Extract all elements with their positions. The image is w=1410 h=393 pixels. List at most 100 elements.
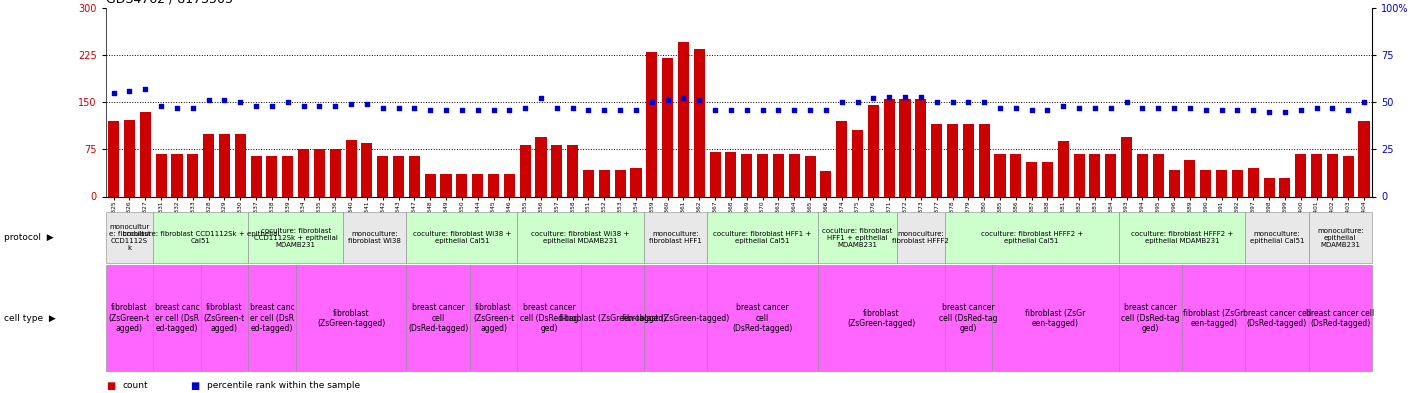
Bar	[314, 149, 324, 196]
Bar	[567, 145, 578, 196]
Bar	[599, 170, 611, 196]
Point	[340, 101, 362, 107]
Text: protocol  ▶: protocol ▶	[4, 233, 54, 242]
Bar	[234, 134, 245, 196]
Bar	[1342, 156, 1354, 196]
Text: fibroblast
(ZsGreen-t
agged): fibroblast (ZsGreen-t agged)	[109, 303, 149, 333]
Bar	[330, 149, 341, 196]
Bar	[298, 149, 309, 196]
Bar	[1011, 154, 1021, 196]
Point	[577, 107, 599, 113]
Text: breast cancer cell
(DsRed-tagged): breast cancer cell (DsRed-tagged)	[1306, 309, 1375, 328]
Point	[1067, 105, 1090, 111]
Bar	[1136, 154, 1148, 196]
Bar	[1153, 154, 1163, 196]
Bar	[345, 140, 357, 196]
Point	[846, 99, 869, 105]
Bar	[457, 174, 467, 196]
Point	[909, 94, 932, 100]
Point	[1289, 107, 1311, 113]
Bar	[1327, 154, 1338, 196]
Bar	[488, 174, 499, 196]
Bar	[472, 174, 484, 196]
Point	[815, 107, 838, 113]
Point	[1210, 107, 1232, 113]
Bar	[884, 99, 895, 196]
Point	[498, 107, 520, 113]
Point	[1194, 107, 1217, 113]
Point	[1084, 105, 1107, 111]
Text: monocultur
e: fibroblast
CCD1112S
k: monocultur e: fibroblast CCD1112S k	[109, 224, 151, 251]
Bar	[821, 171, 832, 196]
Bar	[773, 154, 784, 196]
Text: percentile rank within the sample: percentile rank within the sample	[207, 382, 361, 390]
Text: breast cancer
cell (DsRed-tag
ged): breast cancer cell (DsRed-tag ged)	[520, 303, 578, 333]
Bar	[709, 152, 721, 196]
Bar	[251, 156, 262, 196]
Point	[988, 105, 1011, 111]
Text: coculture: fibroblast Wi38 +
epithelial Cal51: coculture: fibroblast Wi38 + epithelial …	[413, 231, 510, 244]
Point	[1227, 107, 1249, 113]
Point	[688, 97, 711, 103]
Bar	[979, 124, 990, 196]
Point	[1258, 108, 1280, 115]
Point	[482, 107, 505, 113]
Text: monoculture:
epithelial
MDAMB231: monoculture: epithelial MDAMB231	[1317, 228, 1363, 248]
Point	[719, 107, 742, 113]
Bar	[931, 124, 942, 196]
Bar	[266, 156, 278, 196]
Bar	[172, 154, 182, 196]
Bar	[694, 49, 705, 196]
Text: coculture: fibroblast HFFF2 +
epithelial MDAMB231: coculture: fibroblast HFFF2 + epithelial…	[1131, 231, 1234, 244]
Bar	[1279, 178, 1290, 196]
Text: fibroblast (ZsGreen-tagged): fibroblast (ZsGreen-tagged)	[622, 314, 729, 323]
Bar	[805, 156, 815, 196]
Bar	[1026, 162, 1038, 196]
Bar	[1200, 170, 1211, 196]
Point	[388, 105, 410, 111]
Bar	[1232, 170, 1244, 196]
Text: breast cancer
cell (DsRed-tag
ged): breast cancer cell (DsRed-tag ged)	[939, 303, 998, 333]
Bar	[663, 58, 673, 196]
Text: breast canc
er cell (DsR
ed-tagged): breast canc er cell (DsR ed-tagged)	[155, 303, 199, 333]
Bar	[393, 156, 405, 196]
Point	[1052, 103, 1074, 109]
Text: fibroblast
(ZsGreen-tagged): fibroblast (ZsGreen-tagged)	[317, 309, 385, 328]
Bar	[582, 170, 594, 196]
Point	[1131, 105, 1153, 111]
Text: fibroblast
(ZsGreen-t
agged): fibroblast (ZsGreen-t agged)	[204, 303, 245, 333]
Point	[182, 105, 204, 111]
Bar	[520, 145, 530, 196]
Bar	[1058, 141, 1069, 196]
Bar	[424, 174, 436, 196]
Bar	[994, 154, 1005, 196]
Point	[546, 105, 568, 111]
Point	[324, 103, 347, 109]
Point	[276, 99, 299, 105]
Point	[309, 103, 331, 109]
Point	[118, 88, 141, 94]
Bar	[867, 105, 878, 196]
Text: fibroblast
(ZsGreen-t
agged): fibroblast (ZsGreen-t agged)	[472, 303, 515, 333]
Bar	[615, 170, 626, 196]
Point	[166, 105, 189, 111]
Point	[1115, 99, 1138, 105]
Bar	[361, 143, 372, 196]
Point	[594, 107, 616, 113]
Bar	[1248, 168, 1259, 196]
Point	[1273, 108, 1296, 115]
Text: ■: ■	[106, 381, 116, 391]
Bar	[551, 145, 563, 196]
Bar	[219, 134, 230, 196]
Text: GDS4762 / 8173503: GDS4762 / 8173503	[106, 0, 233, 6]
Bar	[900, 99, 911, 196]
Bar	[1105, 154, 1117, 196]
Text: cell type  ▶: cell type ▶	[4, 314, 56, 323]
Bar	[109, 121, 120, 196]
Point	[371, 105, 393, 111]
Point	[1179, 105, 1201, 111]
Text: coculture: fibroblast Wi38 +
epithelial MDAMB231: coculture: fibroblast Wi38 + epithelial …	[532, 231, 630, 244]
Text: fibroblast (ZsGreen-tagged): fibroblast (ZsGreen-tagged)	[558, 314, 666, 323]
Point	[799, 107, 822, 113]
Point	[640, 99, 663, 105]
